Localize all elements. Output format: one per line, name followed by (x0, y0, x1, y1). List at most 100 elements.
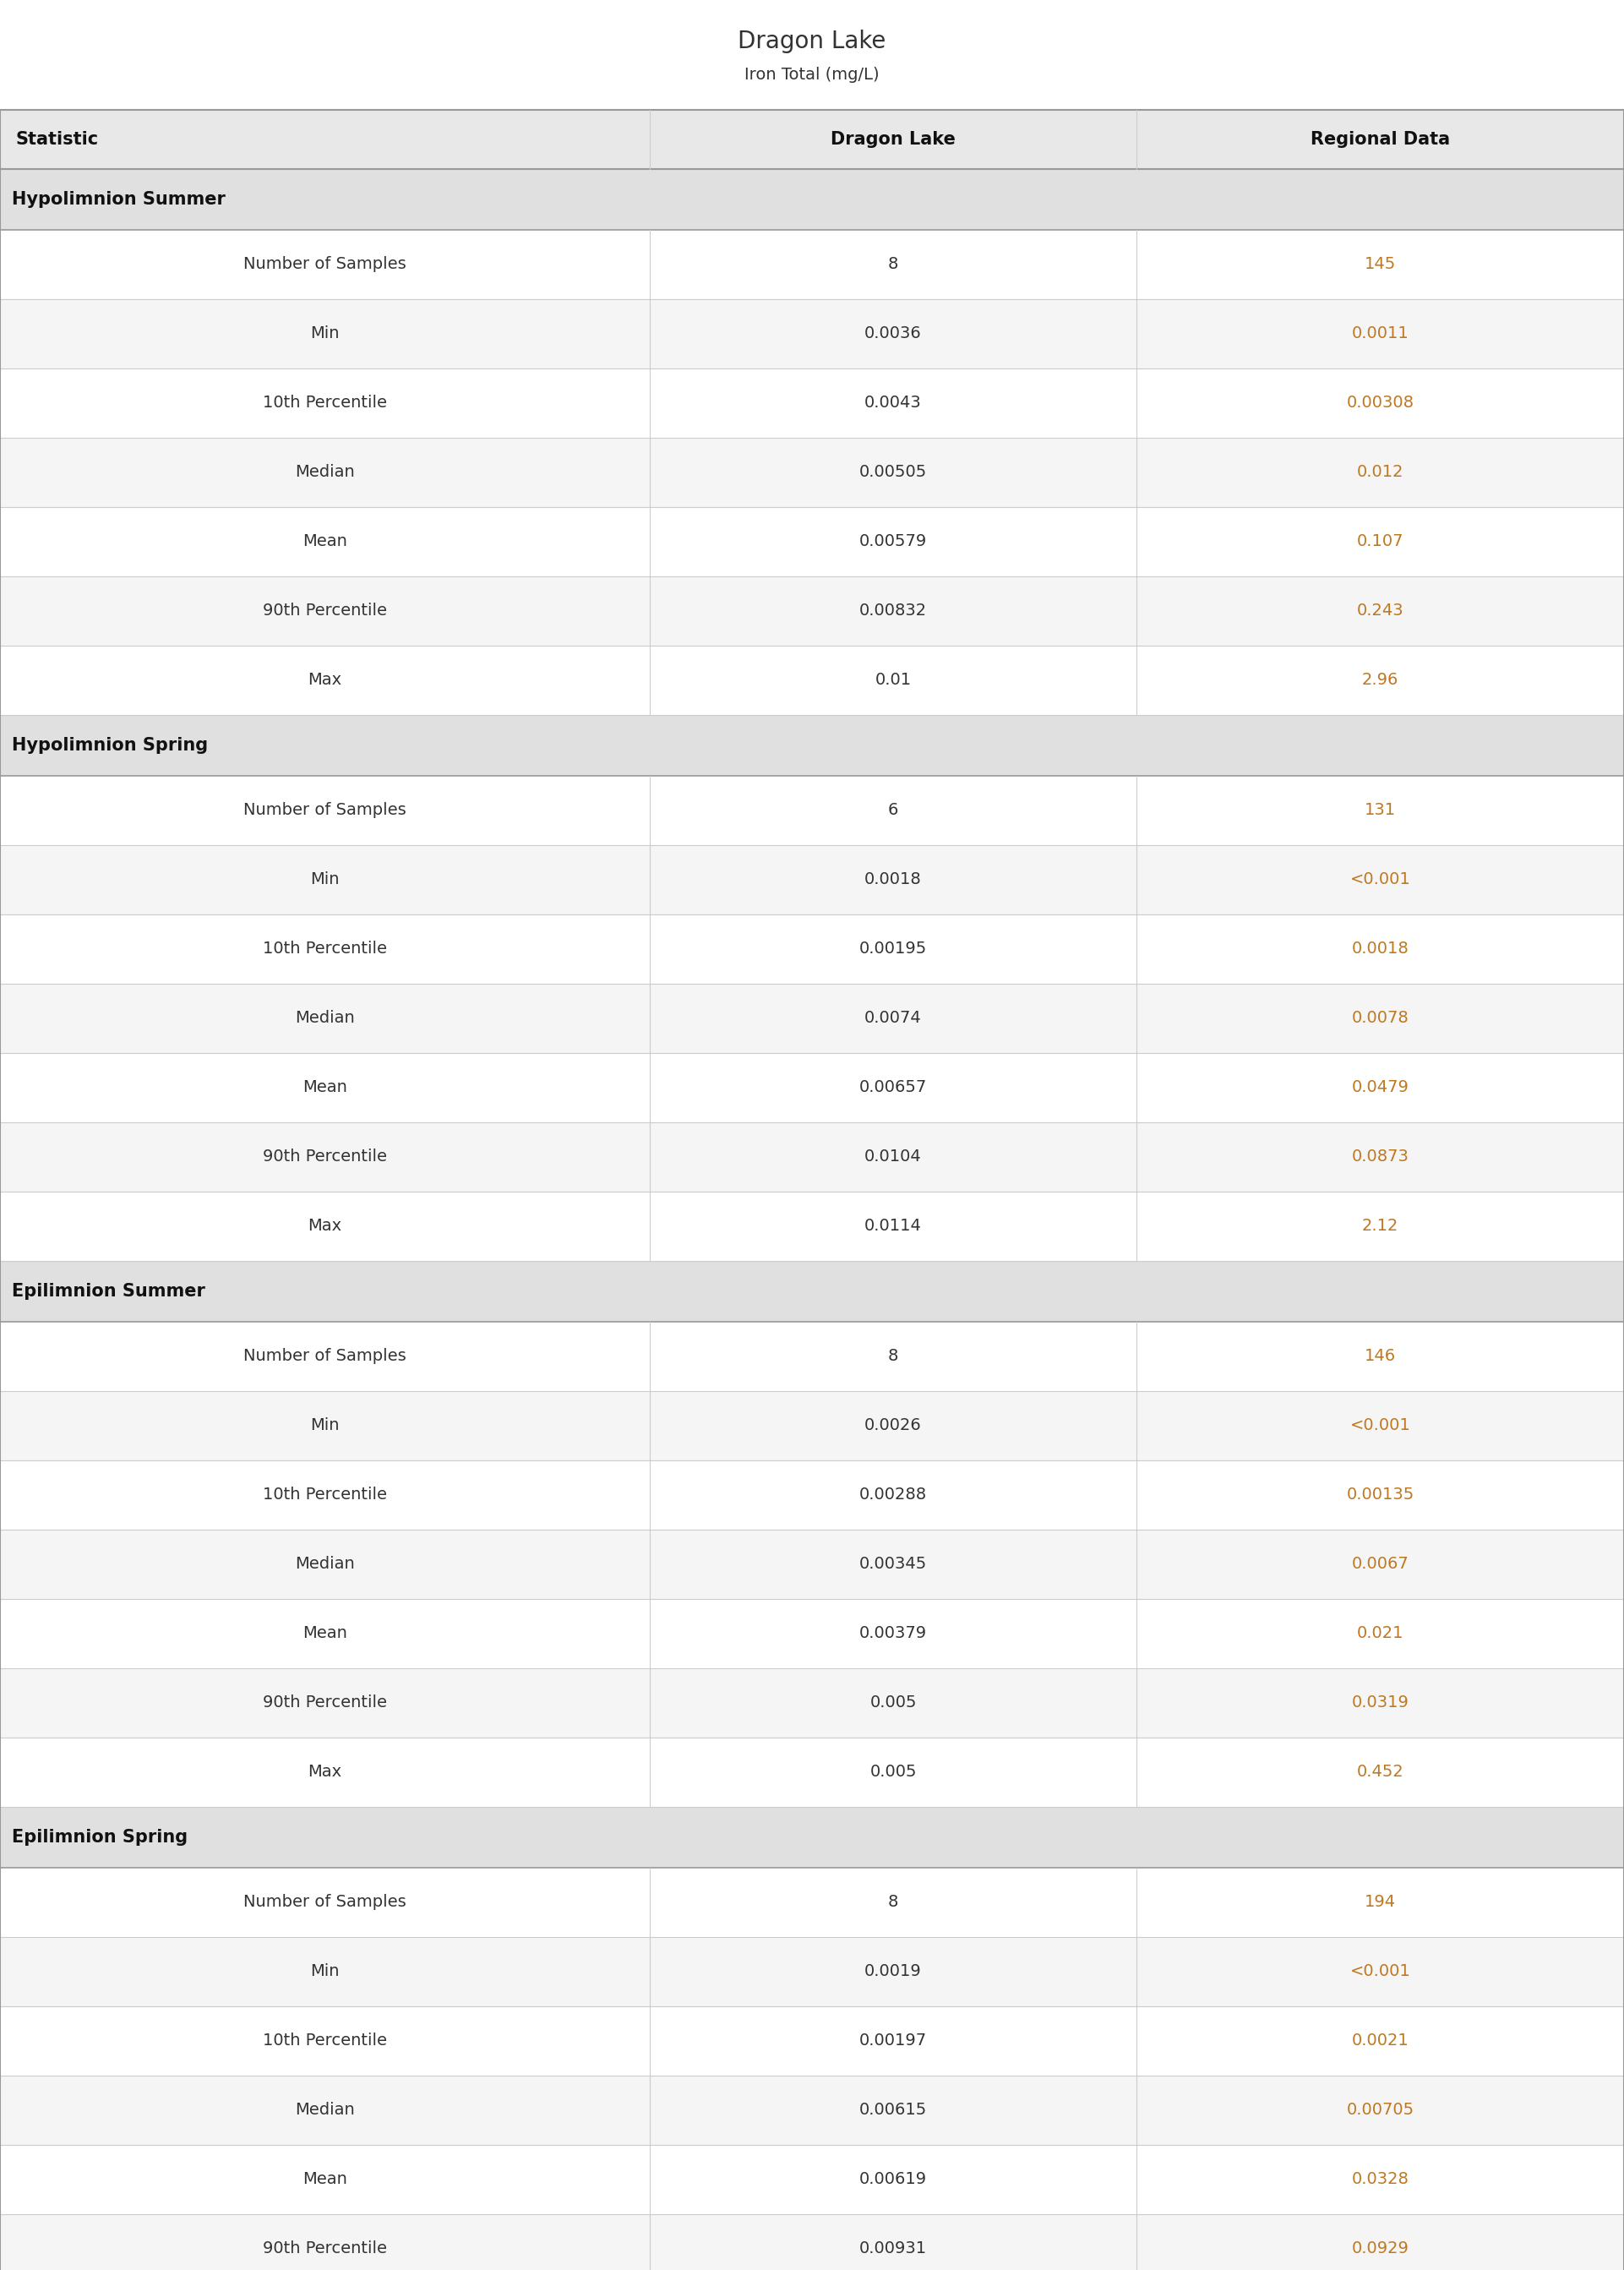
Text: Number of Samples: Number of Samples (244, 1348, 406, 1364)
Text: <0.001: <0.001 (1350, 872, 1411, 888)
Text: Hypolimnion Spring: Hypolimnion Spring (11, 738, 208, 754)
Text: Hypolimnion Summer: Hypolimnion Summer (11, 191, 226, 209)
Text: 0.0067: 0.0067 (1351, 1557, 1410, 1573)
Text: 2.96: 2.96 (1363, 672, 1398, 688)
Bar (0, 300, 1624, 368)
Text: 0.00308: 0.00308 (1346, 395, 1415, 411)
Text: Max: Max (309, 1764, 341, 1780)
Text: 0.0104: 0.0104 (864, 1149, 922, 1165)
Text: 0.00505: 0.00505 (859, 465, 927, 481)
Bar (0, 1936, 1624, 2007)
Text: 0.00345: 0.00345 (859, 1557, 927, 1573)
Text: 0.00705: 0.00705 (1346, 2102, 1415, 2118)
Bar (0, 1260, 1624, 1321)
Text: 0.0018: 0.0018 (1351, 942, 1410, 958)
Text: 0.243: 0.243 (1358, 604, 1403, 620)
Text: 131: 131 (1364, 801, 1397, 819)
Bar (0, 983, 1624, 1053)
Text: 10th Percentile: 10th Percentile (263, 395, 387, 411)
Text: Statistic: Statistic (15, 132, 97, 148)
Text: 0.0018: 0.0018 (864, 872, 922, 888)
Text: 0.00135: 0.00135 (1346, 1487, 1415, 1503)
Text: 0.00288: 0.00288 (859, 1487, 927, 1503)
Text: Regional Data: Regional Data (1311, 132, 1450, 148)
Text: 0.0036: 0.0036 (864, 327, 922, 343)
Text: 145: 145 (1364, 257, 1397, 272)
Text: Mean: Mean (302, 1081, 348, 1096)
Text: Iron Total (mg/L): Iron Total (mg/L) (744, 66, 880, 82)
Text: 0.00197: 0.00197 (859, 2034, 927, 2050)
Text: 0.01: 0.01 (875, 672, 911, 688)
Bar (0, 915, 1624, 983)
Bar (0, 844, 1624, 915)
Text: 10th Percentile: 10th Percentile (263, 942, 387, 958)
Bar (0, 1192, 1624, 1260)
Bar (0, 1321, 1624, 1392)
Text: Dragon Lake: Dragon Lake (831, 132, 955, 148)
Text: 0.0019: 0.0019 (864, 1964, 922, 1979)
Bar (0, 1530, 1624, 1598)
Bar (0, 368, 1624, 438)
Bar (0, 506, 1624, 577)
Text: 0.0114: 0.0114 (864, 1219, 922, 1235)
Bar (0, 2213, 1624, 2270)
Bar (0, 2075, 1624, 2145)
Text: <0.001: <0.001 (1350, 1419, 1411, 1435)
Text: Max: Max (309, 1219, 341, 1235)
Text: 0.00195: 0.00195 (859, 942, 927, 958)
Text: 0.0319: 0.0319 (1351, 1696, 1410, 1712)
Text: 0.0873: 0.0873 (1351, 1149, 1410, 1165)
Text: 146: 146 (1364, 1348, 1397, 1364)
Text: 0.0078: 0.0078 (1351, 1010, 1410, 1026)
Text: 0.452: 0.452 (1356, 1764, 1405, 1780)
Text: 0.00657: 0.00657 (859, 1081, 927, 1096)
Text: 0.00832: 0.00832 (859, 604, 927, 620)
Text: 10th Percentile: 10th Percentile (263, 2034, 387, 2050)
Text: 90th Percentile: 90th Percentile (263, 1696, 387, 1712)
Bar (0, 1121, 1624, 1192)
Text: Mean: Mean (302, 1625, 348, 1641)
Text: 90th Percentile: 90th Percentile (263, 1149, 387, 1165)
Text: 0.00615: 0.00615 (859, 2102, 927, 2118)
Bar (0, 229, 1624, 300)
Text: <0.001: <0.001 (1350, 1964, 1411, 1979)
Text: 2.12: 2.12 (1363, 1219, 1398, 1235)
Text: Median: Median (296, 465, 354, 481)
Text: Min: Min (310, 327, 339, 343)
Text: Min: Min (310, 872, 339, 888)
Text: 0.00619: 0.00619 (859, 2172, 927, 2188)
Bar (0, 168, 1624, 229)
Text: 6: 6 (888, 801, 898, 819)
Bar (0, 2007, 1624, 2075)
Text: Epilimnion Spring: Epilimnion Spring (11, 1830, 188, 1846)
Bar (0, 1737, 1624, 1807)
Text: 0.00379: 0.00379 (859, 1625, 927, 1641)
Text: 0.0011: 0.0011 (1351, 327, 1410, 343)
Text: Number of Samples: Number of Samples (244, 801, 406, 819)
Bar (0, 1668, 1624, 1737)
Text: 0.107: 0.107 (1358, 533, 1403, 549)
Bar (0, 1807, 1624, 1868)
Text: 90th Percentile: 90th Percentile (263, 2240, 387, 2256)
Bar (0, 577, 1624, 645)
Bar (0, 1460, 1624, 1530)
Bar (0, 109, 1624, 168)
Text: Dragon Lake: Dragon Lake (737, 30, 887, 54)
Bar (0, 645, 1624, 715)
Text: 0.0021: 0.0021 (1351, 2034, 1410, 2050)
Text: Number of Samples: Number of Samples (244, 257, 406, 272)
Text: Median: Median (296, 2102, 354, 2118)
Bar (0, 2145, 1624, 2213)
Bar (0, 1868, 1624, 1936)
Bar (0, 438, 1624, 506)
Text: 0.0479: 0.0479 (1351, 1081, 1410, 1096)
Text: Median: Median (296, 1010, 354, 1026)
Text: Mean: Mean (302, 533, 348, 549)
Text: 0.0043: 0.0043 (864, 395, 922, 411)
Text: 0.00931: 0.00931 (859, 2240, 927, 2256)
Text: 0.012: 0.012 (1358, 465, 1403, 481)
Text: 194: 194 (1364, 1895, 1397, 1911)
Text: 8: 8 (888, 1895, 898, 1911)
Bar (0, 715, 1624, 776)
Text: Min: Min (310, 1964, 339, 1979)
